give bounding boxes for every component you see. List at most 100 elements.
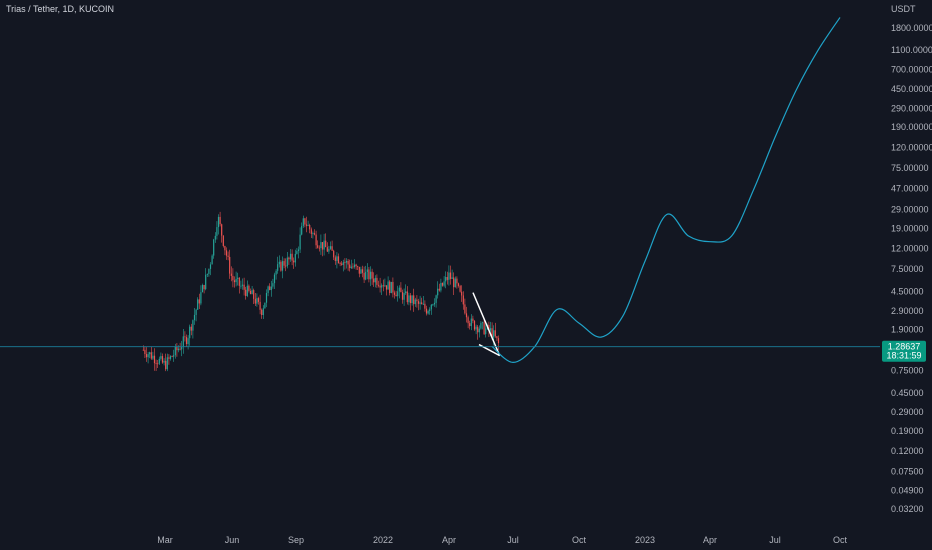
candle [225, 247, 228, 260]
candle [296, 248, 298, 255]
x-tick-label: Jul [769, 535, 781, 545]
candle [270, 280, 272, 297]
candle [289, 248, 292, 262]
candle [273, 272, 276, 289]
candle [163, 358, 165, 366]
x-tick-label: Oct [833, 535, 848, 545]
candle [294, 249, 296, 267]
candle [451, 269, 453, 279]
candle [211, 254, 213, 265]
candle [144, 346, 146, 359]
y-tick-label: 1100.00000 [891, 45, 932, 55]
candle [422, 295, 424, 306]
candle [190, 323, 192, 336]
candle [281, 256, 284, 279]
candle [277, 256, 279, 274]
candle [387, 276, 389, 290]
candle [347, 258, 349, 271]
candle [357, 265, 359, 271]
candle [384, 278, 386, 287]
candle [195, 308, 197, 322]
candle [496, 336, 498, 341]
y-tick-label: 0.75000 [891, 365, 924, 375]
y-tick-label: 2.90000 [891, 306, 924, 316]
candle [449, 265, 452, 285]
candle [241, 278, 244, 290]
candle [416, 295, 418, 308]
candle [259, 294, 261, 315]
candle [309, 223, 311, 234]
candle [481, 321, 484, 330]
candle [360, 266, 362, 274]
wedge-upper-line[interactable] [472, 292, 501, 356]
candle [320, 234, 322, 255]
candle [285, 258, 287, 272]
candle [158, 356, 160, 366]
candle [469, 320, 471, 330]
candle [409, 292, 412, 311]
candle [475, 324, 477, 335]
candle [350, 259, 352, 269]
candle [477, 324, 479, 340]
candle [403, 288, 405, 306]
candle [153, 348, 156, 371]
candle [201, 283, 204, 293]
x-tick-label: Mar [157, 535, 173, 545]
candle [257, 296, 260, 305]
candle [302, 215, 304, 228]
candle [246, 280, 248, 298]
candle [165, 353, 167, 372]
price-badge: 1.28637 18:31:59 [882, 340, 926, 362]
candle [168, 354, 170, 365]
candle [301, 222, 303, 236]
candle [443, 276, 445, 288]
candle [237, 272, 239, 286]
candle [349, 259, 351, 272]
candle [261, 308, 263, 319]
candle [267, 285, 269, 297]
candle [405, 284, 407, 295]
projection-line[interactable] [491, 17, 841, 364]
candle [150, 346, 152, 360]
candle [371, 268, 373, 285]
candle [448, 265, 450, 286]
y-tick-label: 0.04900 [891, 485, 924, 495]
candle [376, 274, 378, 288]
candle [275, 268, 277, 280]
candle [440, 278, 442, 293]
y-axis[interactable]: USDT 1800.00000 1100.00000 700.00000 450.00… [891, 4, 932, 514]
candle [315, 230, 317, 249]
candle [317, 240, 319, 249]
candle [265, 289, 268, 308]
y-tick-label: 0.07500 [891, 467, 924, 477]
x-axis[interactable]: Mar Jun Sep 2022 Apr Jul Oct 2023 Apr Jul Oct [157, 535, 847, 545]
candle [169, 355, 172, 361]
candle [341, 260, 343, 266]
candle [485, 323, 487, 338]
candles-layer [142, 211, 500, 372]
candle [181, 340, 183, 357]
candle [171, 355, 173, 358]
candle [421, 297, 423, 305]
candle [145, 347, 148, 362]
candle [483, 319, 485, 336]
candle [344, 258, 346, 270]
candle [411, 295, 413, 306]
candle [245, 286, 247, 300]
y-tick-label: 0.29000 [891, 407, 924, 417]
candle [149, 351, 151, 359]
candle [286, 252, 288, 269]
y-tick-label: 0.45000 [891, 388, 924, 398]
y-tick-label: 190.00000 [891, 122, 932, 132]
candle [185, 334, 188, 347]
candle [353, 259, 356, 269]
candle [310, 227, 312, 238]
candle [229, 249, 231, 279]
candle [381, 283, 383, 296]
candle [333, 249, 335, 260]
candle [216, 221, 218, 240]
candle [369, 266, 372, 287]
